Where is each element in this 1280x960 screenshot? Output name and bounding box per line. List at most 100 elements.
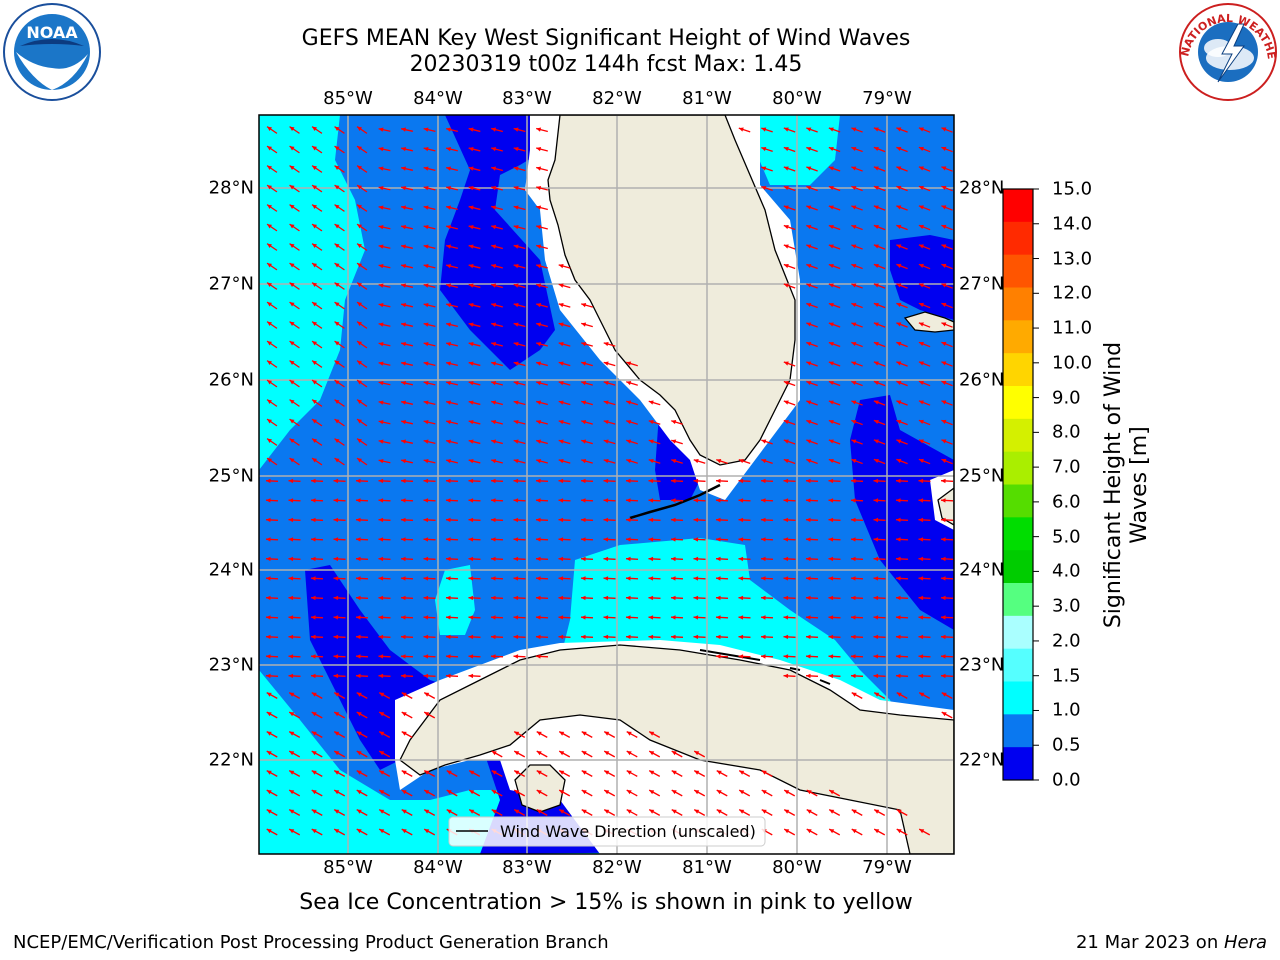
wave-direction-arrow bbox=[626, 809, 638, 816]
wave-direction-arrow bbox=[851, 361, 863, 367]
wave-direction-arrow bbox=[850, 654, 864, 659]
sea-ice-note: Sea Ice Concentration > 15% is shown in … bbox=[299, 890, 913, 915]
wave-direction-arrow bbox=[491, 127, 503, 133]
wave-direction-arrow bbox=[423, 283, 436, 288]
wave-direction-arrow bbox=[783, 185, 796, 192]
wave-direction-arrow bbox=[378, 615, 391, 620]
wave-direction-arrow bbox=[625, 556, 639, 562]
wave-direction-arrow bbox=[513, 400, 526, 406]
wave-direction-arrow bbox=[356, 301, 368, 310]
wave-direction-arrow bbox=[311, 165, 323, 173]
wave-direction-arrow bbox=[401, 770, 413, 777]
wave-direction-arrow bbox=[535, 498, 549, 503]
wave-direction-arrow bbox=[334, 321, 345, 329]
wave-direction-arrow bbox=[648, 478, 661, 484]
wave-direction-arrow bbox=[783, 556, 796, 562]
lat-label-right: 22°N bbox=[959, 749, 1005, 771]
wave-direction-arrow bbox=[873, 556, 886, 562]
lat-label-left: 25°N bbox=[208, 465, 254, 487]
wave-direction-arrow bbox=[288, 517, 301, 523]
wave-direction-arrow bbox=[671, 419, 683, 425]
wave-direction-arrow bbox=[828, 615, 841, 620]
wave-direction-arrow bbox=[693, 478, 706, 484]
wave-direction-arrow bbox=[468, 517, 481, 523]
wave-direction-arrow bbox=[850, 615, 864, 620]
wave-direction-arrow bbox=[536, 809, 548, 816]
colorbar-tick-label: 8.0 bbox=[1052, 421, 1081, 443]
wave-direction-arrow bbox=[828, 595, 841, 601]
wave-direction-arrow bbox=[806, 380, 818, 387]
wave-direction-arrow bbox=[401, 692, 413, 699]
wave-direction-arrow bbox=[851, 322, 863, 328]
wave-direction-arrow bbox=[783, 789, 796, 797]
wave-direction-arrow bbox=[378, 750, 391, 758]
wave-direction-arrow bbox=[558, 750, 571, 758]
wave-direction-arrow bbox=[941, 439, 953, 445]
land-grand-bahama bbox=[903, 311, 954, 333]
wave-direction-arrow bbox=[401, 322, 413, 327]
wave-direction-arrow bbox=[670, 615, 684, 620]
wave-direction-arrow bbox=[896, 341, 908, 348]
wave-direction-arrow bbox=[311, 731, 323, 738]
wave-direction-arrow bbox=[513, 225, 526, 230]
wave-direction-arrow bbox=[266, 457, 278, 466]
wave-direction-arrow bbox=[580, 576, 594, 581]
wave-direction-arrow bbox=[423, 634, 436, 640]
wave-direction-arrow bbox=[873, 361, 886, 367]
wave-direction-arrow bbox=[378, 711, 391, 719]
wave-direction-arrow bbox=[378, 673, 391, 679]
wave-direction-arrow bbox=[311, 126, 323, 134]
wave-direction-arrow bbox=[491, 789, 503, 797]
wave-direction-arrow bbox=[558, 615, 571, 620]
wave-direction-arrow bbox=[581, 459, 593, 464]
lon-label-bottom: 83°W bbox=[502, 857, 552, 878]
colorbar-tick-label: 12.0 bbox=[1052, 282, 1093, 304]
wave-direction-arrow bbox=[334, 301, 345, 310]
wave-direction-arrow bbox=[288, 595, 301, 601]
wave-direction-arrow bbox=[310, 595, 324, 601]
wave-direction-arrow bbox=[760, 654, 774, 659]
wave-direction-arrow bbox=[805, 537, 819, 542]
wave-direction-arrow bbox=[558, 789, 571, 797]
wave-direction-arrow bbox=[513, 595, 526, 601]
wave-direction-arrow bbox=[333, 576, 346, 581]
wave-direction-arrow bbox=[918, 185, 931, 192]
wave-direction-arrow bbox=[670, 498, 684, 503]
wave-direction-arrow bbox=[378, 828, 391, 836]
wave-direction-arrow bbox=[851, 205, 863, 211]
wave-direction-arrow bbox=[783, 244, 796, 250]
wave-direction-arrow bbox=[423, 692, 436, 699]
wave-direction-arrow bbox=[896, 458, 908, 465]
wave-direction-arrow bbox=[783, 400, 796, 406]
wave-direction-arrow bbox=[401, 127, 413, 132]
wave-direction-arrow bbox=[918, 341, 931, 348]
colorbar-segment bbox=[1003, 254, 1033, 288]
wave-direction-arrow bbox=[873, 244, 886, 250]
wave-direction-arrow bbox=[265, 673, 279, 679]
wave-direction-arrow bbox=[311, 262, 323, 271]
wave-direction-arrow bbox=[715, 498, 729, 503]
wave-direction-arrow bbox=[378, 147, 391, 152]
wave-direction-arrow bbox=[693, 498, 706, 503]
wave-direction-arrow bbox=[918, 400, 931, 406]
wave-direction-arrow bbox=[288, 673, 301, 679]
wave-direction-arrow bbox=[941, 166, 953, 172]
lat-label-left: 24°N bbox=[208, 559, 254, 581]
wave-direction-arrow bbox=[334, 262, 345, 271]
wave-direction-arrow bbox=[311, 360, 323, 368]
wave-direction-arrow bbox=[828, 498, 841, 503]
wave-direction-arrow bbox=[311, 204, 323, 212]
wave-direction-arrow bbox=[468, 673, 481, 679]
wave-direction-arrow bbox=[873, 692, 886, 699]
wave-direction-arrow bbox=[918, 439, 931, 445]
wave-direction-arrow bbox=[446, 342, 458, 347]
wave-direction-arrow bbox=[716, 770, 728, 777]
wave-direction-arrow bbox=[715, 556, 729, 562]
wave-direction-arrow bbox=[896, 809, 908, 816]
wave-direction-arrow bbox=[401, 361, 413, 366]
wave-direction-arrow bbox=[266, 184, 278, 193]
wave-direction-arrow bbox=[805, 576, 819, 581]
wave-direction-arrow bbox=[873, 673, 886, 679]
wave-direction-arrow bbox=[896, 322, 908, 328]
wave-direction-arrow bbox=[828, 185, 841, 192]
